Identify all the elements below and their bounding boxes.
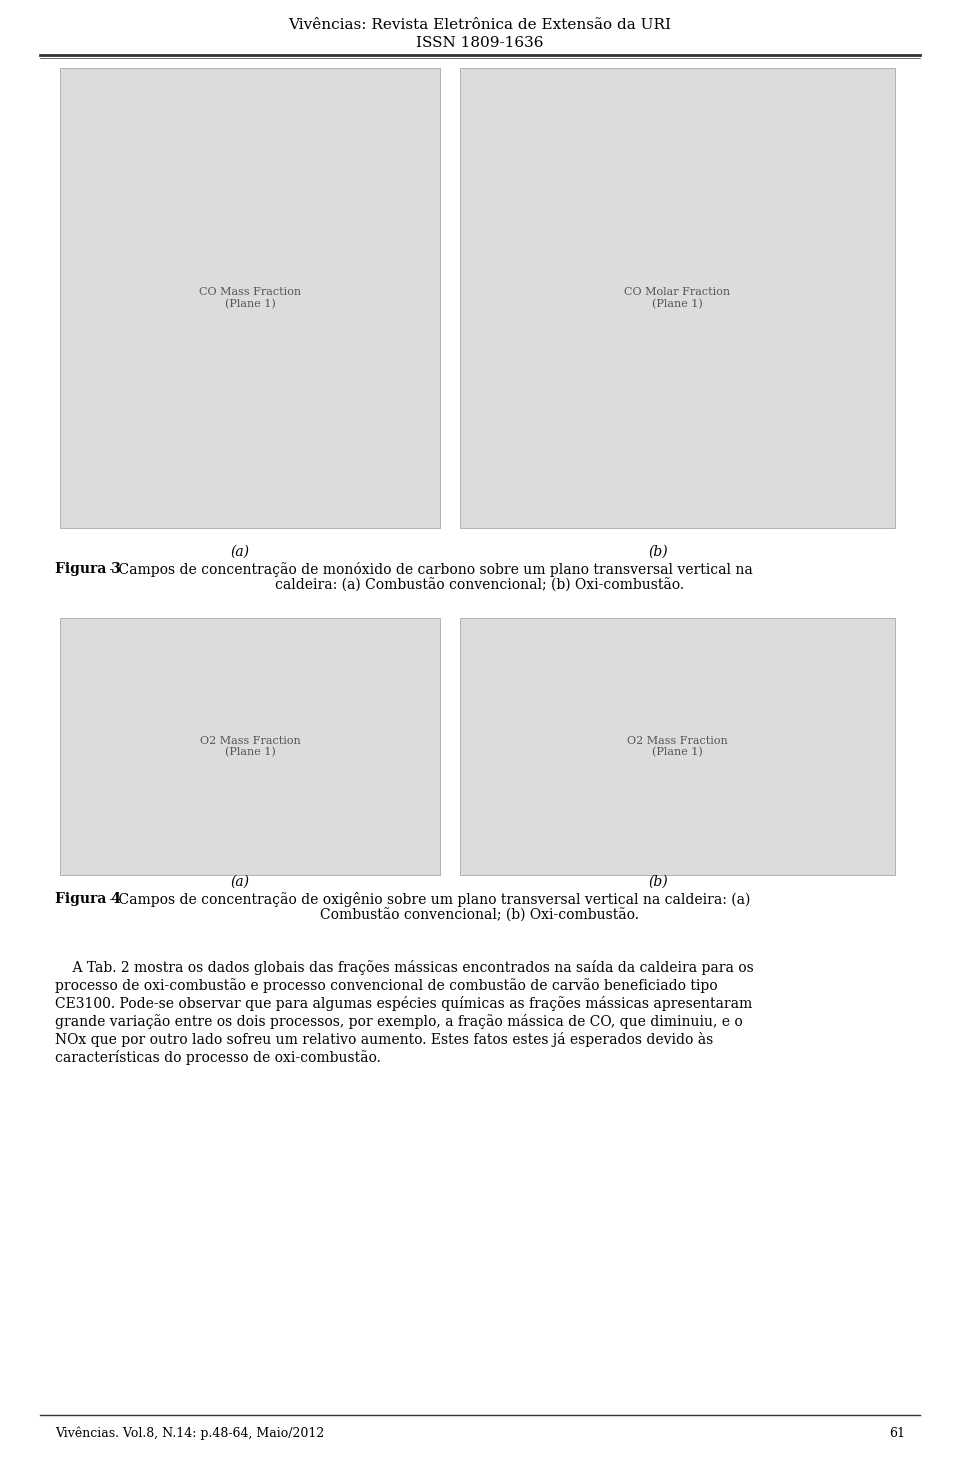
Text: Combustão convencional; (b) Oxi-combustão.: Combustão convencional; (b) Oxi-combustã… [321, 908, 639, 922]
Text: grande variação entre os dois processos, por exemplo, a fração mássica de CO, qu: grande variação entre os dois processos,… [55, 1014, 743, 1029]
Text: características do processo de oxi-combustão.: características do processo de oxi-combu… [55, 1050, 381, 1065]
Text: CO Mass Fraction
(Plane 1): CO Mass Fraction (Plane 1) [199, 287, 301, 309]
Text: (b): (b) [648, 545, 668, 559]
Text: 61: 61 [889, 1426, 905, 1440]
Text: caldeira: (a) Combustão convencional; (b) Oxi-combustão.: caldeira: (a) Combustão convencional; (b… [276, 578, 684, 592]
Bar [460, 618, 895, 876]
Text: A Tab. 2 mostra os dados globais das frações mássicas encontrados na saída da ca: A Tab. 2 mostra os dados globais das fra… [55, 960, 754, 975]
Text: (a): (a) [230, 545, 250, 559]
Text: O2 Mass Fraction
(Plane 1): O2 Mass Fraction (Plane 1) [627, 736, 728, 758]
Text: processo de oxi-combustão e processo convencional de combustão de carvão benefic: processo de oxi-combustão e processo con… [55, 978, 718, 992]
Text: CE3100. Pode-se observar que para algumas espécies químicas as frações mássicas : CE3100. Pode-se observar que para alguma… [55, 997, 753, 1011]
Text: - Campos de concentração de monóxido de carbono sobre um plano transversal verti: - Campos de concentração de monóxido de … [105, 562, 753, 577]
Bar [60, 68, 440, 527]
Text: Vivências. Vol.8, N.14: p.48-64, Maio/2012: Vivências. Vol.8, N.14: p.48-64, Maio/20… [55, 1426, 324, 1441]
Text: ISSN 1809-1636: ISSN 1809-1636 [417, 36, 543, 50]
Text: NOx que por outro lado sofreu um relativo aumento. Estes fatos estes já esperado: NOx que por outro lado sofreu um relativ… [55, 1032, 713, 1048]
Text: Vivências: Revista Eletrônica de Extensão da URI: Vivências: Revista Eletrônica de Extensã… [289, 17, 671, 32]
Text: CO Molar Fraction
(Plane 1): CO Molar Fraction (Plane 1) [624, 287, 731, 309]
Text: O2 Mass Fraction
(Plane 1): O2 Mass Fraction (Plane 1) [200, 736, 300, 758]
Bar [60, 618, 440, 876]
Text: (b): (b) [648, 876, 668, 889]
Text: (a): (a) [230, 876, 250, 889]
Text: Figura 3: Figura 3 [55, 562, 121, 576]
Text: Figura 4: Figura 4 [55, 892, 121, 906]
Bar [460, 68, 895, 527]
Text: - Campos de concentração de oxigênio sobre um plano transversal vertical na cald: - Campos de concentração de oxigênio sob… [105, 892, 751, 908]
